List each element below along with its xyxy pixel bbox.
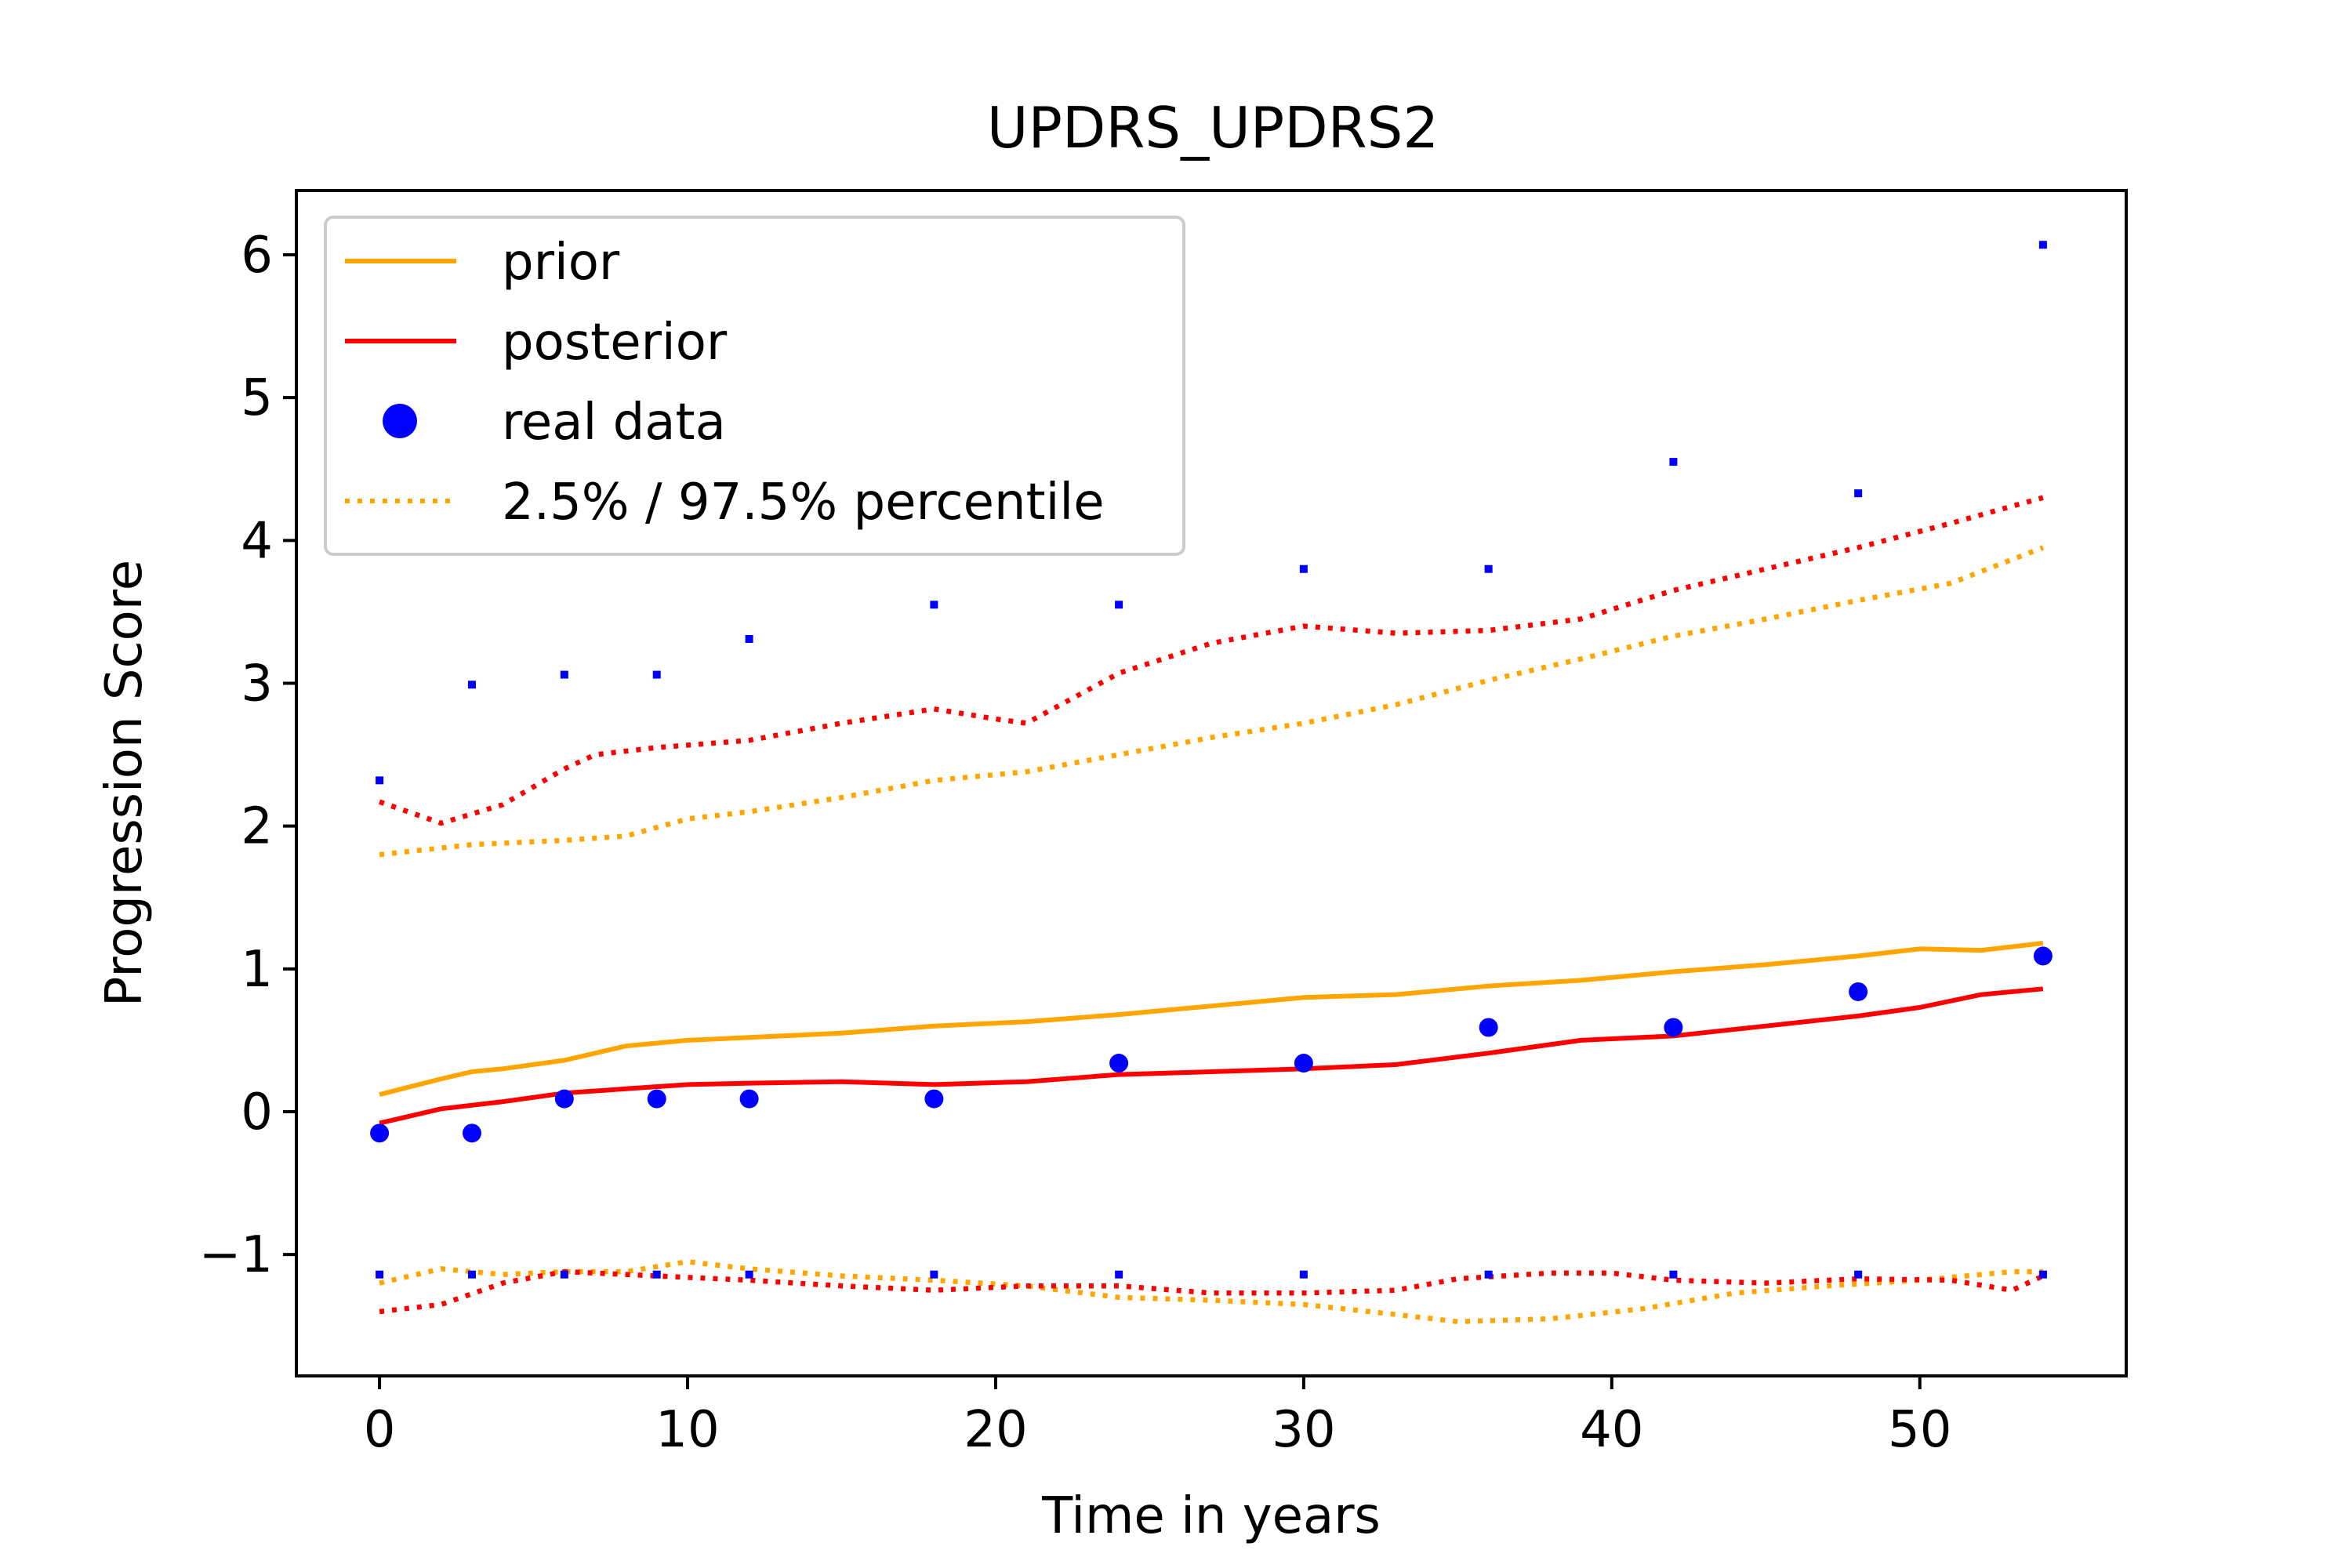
x-tick-label: 20: [964, 1401, 1027, 1459]
legend-label: 2.5% / 97.5% percentile: [502, 474, 1105, 532]
data-point: [1479, 1018, 1498, 1037]
data-point: [1849, 982, 1868, 1001]
data-point: [1664, 1018, 1683, 1037]
y-tick-label: 4: [241, 512, 273, 570]
percentile-point: [376, 1270, 384, 1279]
percentile-point: [1669, 458, 1678, 466]
y-tick-label: 0: [241, 1083, 273, 1142]
y-axis-label: Progression Score: [96, 560, 154, 1007]
plot-frame: [295, 189, 2128, 1377]
data-point: [1109, 1054, 1129, 1073]
percentile-point: [745, 635, 753, 644]
percentile-point: [745, 1270, 753, 1279]
legend-label: prior: [502, 234, 620, 292]
series-line-2: [379, 545, 2045, 858]
percentile-point: [467, 1270, 476, 1279]
percentile-point: [376, 776, 384, 785]
percentile-point: [2038, 1270, 2047, 1279]
percentile-point: [1299, 1270, 1308, 1279]
y-tick-label: 1: [241, 941, 273, 999]
percentile-point: [560, 670, 568, 679]
series-line-1: [379, 986, 2044, 1126]
y-tick-label: 3: [241, 655, 273, 713]
percentile-point: [1854, 1270, 1863, 1279]
data-point: [924, 1089, 944, 1109]
percentile-point: [1115, 1270, 1123, 1279]
series-line-0: [379, 941, 2044, 1098]
y-tick-label: 2: [241, 798, 273, 856]
series-line-5: [379, 1269, 2045, 1315]
legend: prior posterior real data 2.5% / 97.5% perc…: [324, 216, 1185, 556]
x-tick-label: 10: [655, 1401, 719, 1459]
legend-marker: [383, 404, 417, 438]
series-line-4: [379, 1259, 2043, 1325]
x-tick-label: 40: [1580, 1401, 1643, 1459]
percentile-point: [467, 681, 476, 689]
percentile-point: [930, 1270, 938, 1279]
y-tick-label: −1: [199, 1226, 273, 1284]
percentile-point: [1115, 601, 1123, 609]
legend-box: [324, 216, 1185, 556]
x-axis-label: Time in years: [1041, 1487, 1381, 1545]
percentile-point: [1299, 564, 1308, 573]
chart-title: UPDRS_UPDRS2: [987, 95, 1439, 161]
data-point: [370, 1123, 390, 1143]
percentile-point: [1484, 1270, 1493, 1279]
percentile-point: [2038, 241, 2047, 249]
percentile-point: [652, 670, 661, 679]
data-point: [1294, 1054, 1313, 1073]
percentile-point: [1854, 489, 1863, 498]
data-point: [462, 1123, 481, 1143]
x-tick-label: 30: [1272, 1401, 1335, 1459]
y-axis: −1 0 1 2 3 4 5 6: [199, 227, 296, 1284]
data-point: [647, 1089, 666, 1109]
x-axis: 0 10 20 30 40 50: [364, 1376, 1951, 1459]
data-point: [554, 1089, 574, 1109]
legend-label: real data: [502, 394, 726, 452]
percentile-point: [930, 601, 938, 609]
series-line-3: [379, 495, 2044, 826]
data-point: [2033, 946, 2053, 966]
legend-label: posterior: [502, 314, 728, 372]
y-tick-label: 5: [241, 369, 273, 427]
percentile-point: [652, 1270, 661, 1279]
y-tick-label: 6: [241, 227, 273, 285]
data-point: [739, 1089, 759, 1109]
x-tick-label: 50: [1888, 1401, 1951, 1459]
series-layer: [370, 241, 2053, 1325]
percentile-point: [560, 1270, 568, 1279]
percentile-point: [1669, 1270, 1678, 1279]
x-tick-label: 0: [364, 1401, 396, 1459]
percentile-point: [1484, 564, 1493, 573]
